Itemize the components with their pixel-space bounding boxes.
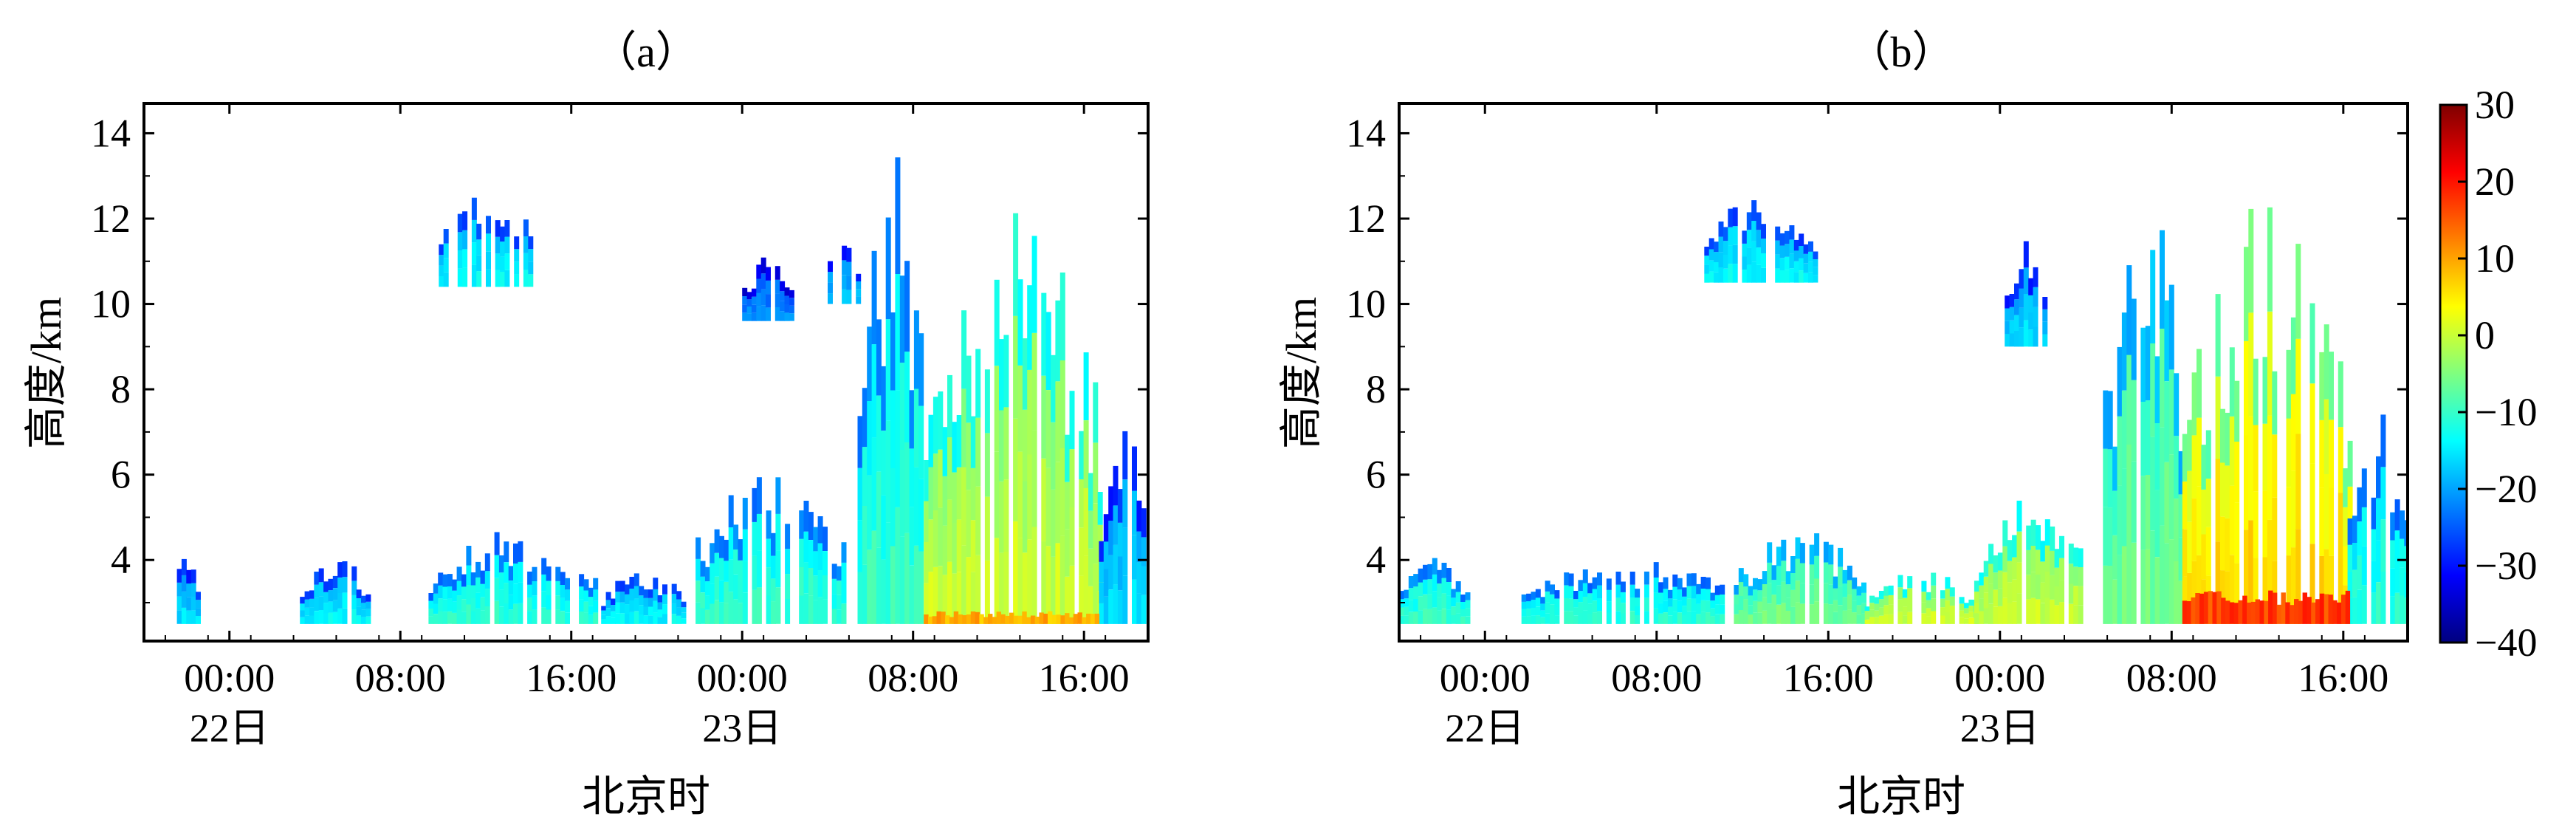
y-tick-label: 10 <box>1346 282 1386 326</box>
colorbar: 30 20 10 0 −10 −20 −30 −40 <box>2439 83 2537 665</box>
echo-region <box>1864 572 1979 624</box>
echo-region <box>924 611 1100 624</box>
echo-region <box>1734 533 1866 624</box>
y-tick-label: 12 <box>1346 196 1386 241</box>
date-label: 22日 <box>190 706 269 750</box>
echo-region <box>1521 562 1725 624</box>
colorbar-tick-label: 0 <box>2475 313 2495 357</box>
x-tick-label: 16:00 <box>526 656 616 700</box>
echo-region <box>1974 500 2084 624</box>
echo-region <box>601 573 687 624</box>
echo-region <box>2182 590 2351 624</box>
panel-a: （a） 4 6 8 10 12 14 00:00 08:00 16:00 00:00 08:00 16… <box>22 28 1150 821</box>
echo-region <box>428 532 599 624</box>
y-tick-label: 14 <box>1346 111 1386 155</box>
date-label: 23日 <box>1960 706 2040 750</box>
colorbar-tick-label: 30 <box>2475 83 2515 127</box>
panel-a-ticks: 4 6 8 10 12 14 00:00 08:00 16:00 00:00 08:00 16:00 2… <box>91 103 1148 750</box>
echo-region <box>1704 200 1818 283</box>
x-tick-label: 08:00 <box>868 656 958 700</box>
echo-region <box>300 561 371 624</box>
x-tick-label: 08:00 <box>1611 656 1702 700</box>
colorbar-tick-label: −10 <box>2475 390 2537 434</box>
colorbar-tick-label: −40 <box>2475 620 2537 665</box>
echo-region <box>1099 431 1147 624</box>
echo-region <box>2182 207 2353 624</box>
date-label: 22日 <box>1445 706 1525 750</box>
echo-region <box>2347 414 2408 624</box>
panel-b-y-axis-label: 高度/km <box>1277 297 1325 449</box>
echo-region <box>924 213 1103 624</box>
x-tick-label: 00:00 <box>1954 656 2045 700</box>
panel-a-frame <box>142 102 1150 643</box>
y-tick-label: 4 <box>111 538 131 582</box>
date-label: 23日 <box>702 706 782 750</box>
colorbar-gradient <box>2439 103 2468 644</box>
x-tick-label: 08:00 <box>355 656 446 700</box>
colorbar-tick-label: 20 <box>2475 160 2515 204</box>
panel-a-y-axis-label: 高度/km <box>22 297 70 449</box>
echo-region <box>1399 558 1471 624</box>
echo-region <box>857 157 924 624</box>
x-tick-label: 00:00 <box>184 656 275 700</box>
y-tick-label: 4 <box>1366 538 1386 582</box>
x-tick-label: 16:00 <box>1039 656 1130 700</box>
echo-region <box>695 477 847 624</box>
y-tick-label: 14 <box>91 111 131 155</box>
echo-region <box>2005 241 2048 347</box>
x-tick-label: 16:00 <box>2298 656 2388 700</box>
panel-b-frame <box>1398 102 2409 643</box>
colorbar-tick-label: 10 <box>2475 236 2515 281</box>
panel-a-x-axis-label: 北京时 <box>582 773 710 821</box>
echo-region <box>828 245 862 304</box>
panel-b-ticks: 4 6 8 10 12 14 00:00 08:00 16:00 00:00 08:00 16:00 2… <box>1346 103 2408 750</box>
y-tick-label: 8 <box>111 367 131 411</box>
y-tick-label: 8 <box>1366 367 1386 411</box>
y-tick-label: 6 <box>1366 453 1386 497</box>
panel-a-echo-field <box>176 157 1147 624</box>
echo-region <box>742 257 794 321</box>
panel-b-echo-field <box>1399 200 2408 624</box>
colorbar-tick-label: −30 <box>2475 544 2537 588</box>
x-tick-label: 00:00 <box>697 656 788 700</box>
y-tick-label: 6 <box>111 453 131 497</box>
panel-a-title: （a） <box>594 28 698 76</box>
y-tick-label: 12 <box>91 196 131 241</box>
colorbar-ticks: 30 20 10 0 −10 −20 −30 −40 <box>2458 83 2537 665</box>
x-tick-label: 00:00 <box>1440 656 1531 700</box>
echo-region <box>176 558 201 624</box>
panel-b-title: （b） <box>1847 28 1954 76</box>
colorbar-tick-label: −20 <box>2475 467 2537 511</box>
y-tick-label: 10 <box>91 282 131 326</box>
panel-b-x-axis-label: 北京时 <box>1837 773 1965 821</box>
x-tick-label: 08:00 <box>2126 656 2217 700</box>
echo-region <box>439 197 534 287</box>
x-tick-label: 16:00 <box>1783 656 1874 700</box>
echo-region <box>2103 230 2184 624</box>
panel-b: （b） 4 6 8 10 12 14 00:00 08:00 16:00 00:00 08:00 16… <box>1277 28 2409 821</box>
